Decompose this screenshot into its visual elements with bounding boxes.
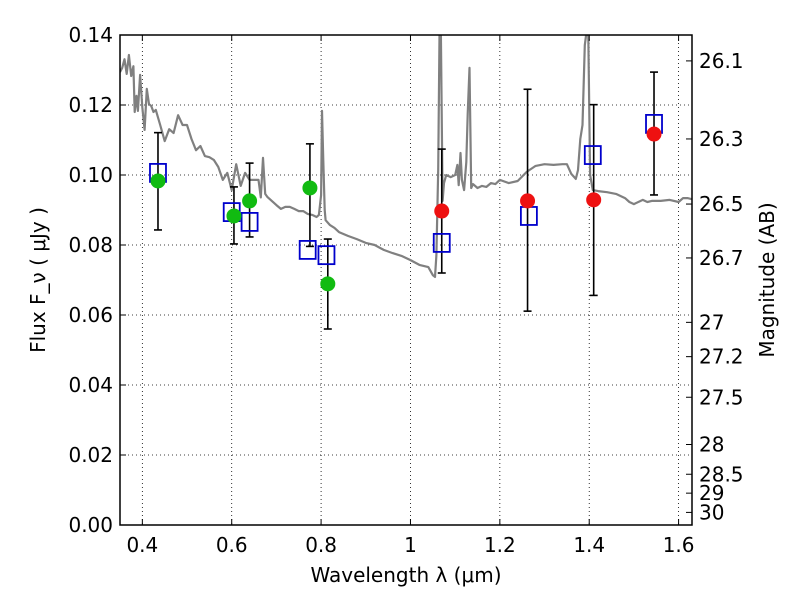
model-spectrum: [120, 35, 692, 278]
right-axis-tick-label: 27: [699, 310, 724, 334]
right-axis-tick-label: 27.2: [699, 345, 744, 369]
axes: 0.4 0.6 0.8 1 1.2 1.4 1.6 0.00 0.02 0.04 0.06 0.08 0…: [68, 23, 743, 557]
y-tick-label: 0.08: [68, 233, 113, 257]
y-tick-label: 0.06: [68, 303, 113, 327]
square-marker: [240, 211, 259, 232]
right-axis-tick-label: 26.1: [699, 49, 744, 73]
x-tick-label: 1.2: [484, 533, 516, 557]
error-bars: [153, 71, 659, 330]
y-tick-label: 0.12: [68, 93, 113, 117]
circle-markers: [150, 126, 662, 292]
y-tick-label: 0.00: [68, 513, 113, 537]
square-marker: [583, 145, 602, 165]
x-tick-label: 1.6: [663, 533, 695, 557]
green-circle-marker: [320, 276, 336, 292]
right-axis-tick-label: 27.5: [699, 385, 744, 409]
right-axis-label: Magnitude (AB): [755, 202, 779, 357]
y-tick-label: 0.04: [68, 373, 113, 397]
y-tick-label: 0.14: [68, 23, 113, 47]
right-axis-tick-label: 29: [699, 481, 724, 505]
right-axis-tick-label: 26.7: [699, 246, 744, 270]
right-axis-tick-label: 28: [699, 433, 724, 457]
x-tick-label: 0.6: [216, 533, 248, 557]
plot-frame: [119, 34, 693, 526]
x-axis-label: Wavelength λ (μm): [310, 563, 501, 587]
x-tick-label: 1: [404, 533, 417, 557]
green-circle-marker: [150, 173, 166, 189]
red-circle-marker: [520, 193, 536, 209]
green-circle-marker: [226, 208, 242, 224]
right-axis-tick-label: 28.5: [699, 462, 744, 486]
right-axis-tick-label: 30: [699, 500, 724, 524]
square-marker: [317, 245, 336, 266]
y-tick-label: 0.10: [68, 163, 113, 187]
green-circle-marker: [242, 193, 258, 209]
right-axis-tick-label: 26.5: [699, 192, 744, 216]
red-circle-marker: [586, 192, 602, 208]
square-marker: [432, 232, 451, 253]
x-tick-label: 0.4: [126, 533, 158, 557]
square-marker: [298, 239, 317, 260]
red-circle-marker: [646, 126, 662, 142]
right-axis-tick-label: 26.3: [699, 127, 744, 151]
y-axis-label: Flux F_ν ( μJy ): [26, 207, 50, 353]
green-circle-marker: [302, 180, 318, 196]
x-tick-label: 0.8: [305, 533, 337, 557]
x-tick-label: 1.4: [573, 533, 605, 557]
spectrum-line: [120, 35, 692, 278]
red-circle-marker: [434, 203, 450, 219]
y-tick-label: 0.02: [68, 443, 113, 467]
